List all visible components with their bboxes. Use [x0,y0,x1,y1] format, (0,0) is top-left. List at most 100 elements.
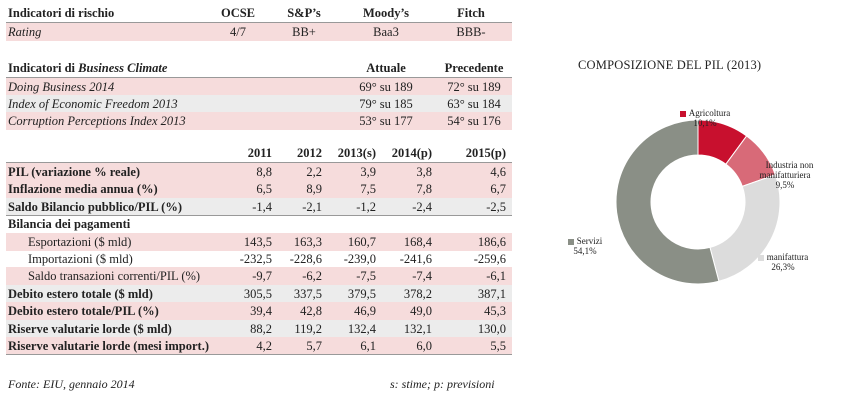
business-header-label: Indicatori di Business Climate [8,59,167,77]
year-header: 2013(s) [337,146,376,160]
business-row-current: 79° su 185 [359,97,413,111]
macro-row: Debito estero totale/PIL (%) 39,4 42,8 46,9… [6,302,512,321]
business-row: Index of Economic Freedom 2013 79° su 18… [6,95,512,113]
chart-label-name: manifattura [738,252,828,262]
source-note: Fonte: EIU, gennaio 2014 [8,377,135,391]
macro-value: 6,7 [490,182,506,197]
macro-row: Saldo transazioni correnti/PIL (%) -9,7 -6… [6,267,512,286]
slice-name: Servizi [576,236,603,246]
macro-value: 6,1 [360,339,376,353]
business-row: Doing Business 2014 69° su 189 72° su 18… [6,78,512,96]
macro-value: 6,0 [416,339,432,353]
business-row-previous: 72° su 189 [447,80,501,94]
macro-row-label: Saldo Bilancio pubblico/PIL (%) [8,199,183,214]
chart-label-name: Agricoltura [660,108,750,118]
business-row-label: Index of Economic Freedom 2013 [8,97,178,111]
macro-value: 163,3 [293,234,322,249]
business-header-italic: Business Climate [78,61,168,75]
macro-value: -1,4 [252,199,272,214]
macro-value: 3,8 [416,165,432,179]
macro-value: -259,6 [473,252,506,266]
chart-label: Industria non manifatturiera 9,5% [740,160,830,190]
risk-header-ocse: OCSE [220,6,256,20]
macro-value: 119,2 [294,321,322,336]
legend-swatch [756,162,763,169]
macro-row: Inflazione media annua (%) 6,5 8,9 7,5 7,8 6,… [6,180,512,199]
macro-value: 337,5 [293,286,322,301]
macro-value: 7,8 [416,182,432,197]
macro-value: 130,0 [477,321,506,336]
divider [6,22,512,23]
macro-row-label: Saldo transazioni correnti/PIL (%) [28,269,201,284]
year-header: 2014(p) [391,146,432,160]
macro-row-label: Debito estero totale ($ mld) [8,286,153,301]
macro-value: -228,6 [289,252,322,266]
macro-row: PIL (variazione % reale) 8,8 2,2 3,9 3,8 4,6 [6,163,512,181]
business-row-previous: 63° su 184 [447,97,501,111]
divider [6,354,512,356]
rating-label: Rating [8,25,42,39]
macro-value: 42,8 [300,304,322,319]
macro-value: 39,4 [250,304,272,319]
macro-value: 3,9 [360,165,376,179]
macro-value [326,215,376,233]
macro-value: 49,0 [410,304,432,319]
macro-value: -232,5 [239,252,272,266]
rating-fitch: BBB- [456,25,486,39]
macro-value [226,215,272,233]
legend-note: s: stime; p: previsioni [390,377,495,391]
chart-label-name: Servizi [540,236,630,246]
macro-value: -2,5 [486,199,506,214]
macro-row-label: Importazioni ($ mld) [28,252,133,266]
business-header-previous: Precedente [444,61,504,75]
macro-value: -7,5 [356,269,376,284]
risk-header-fitch: Fitch [457,6,485,20]
macro-row-label: Esportazioni ($ mld) [28,234,132,249]
business-header-row: Indicatori di Business Climate Attuale P… [6,59,512,77]
macro-value: 387,1 [477,286,506,301]
macro-header-row: 2011 2012 2013(s) 2014(p) 2015(p) [6,144,512,162]
macro-value: 378,2 [403,286,432,301]
rating-row: Rating 4/7 BB+ Baa3 BBB- [6,23,512,41]
macro-value: 8,8 [256,165,272,179]
macro-value: -7,4 [412,269,432,284]
macro-value: 379,5 [347,286,376,301]
macro-value: 186,6 [477,234,506,249]
legend-swatch [679,110,686,117]
chart-label: Agricoltura 10,1% [660,108,750,128]
rating-moodys: Baa3 [373,25,399,39]
business-header-prefix: Indicatori di [8,61,79,75]
slice-value: 26,3% [771,262,795,272]
year-header: 2015(p) [465,146,506,160]
macro-row: Importazioni ($ mld) -232,5 -228,6 -239,0 -2… [6,250,512,268]
legend-swatch [757,254,764,261]
macro-row-label: Inflazione media annua (%) [8,182,158,197]
macro-value: -1,2 [356,199,376,214]
macro-value: 5,5 [490,339,506,353]
slice-value: 9,5% [775,180,795,190]
rating-ocse: 4/7 [230,25,246,39]
macro-row-label: Riserve valutarie lorde ($ mld) [8,321,172,336]
chart-label: manifattura 26,3% [738,252,828,272]
legend-swatch [567,238,574,245]
macro-value: -239,0 [343,252,376,266]
macro-value: 88,2 [250,321,272,336]
macro-value: 46,9 [354,304,376,319]
macro-row-label: Bilancia dei pagamenti [8,217,131,232]
slice-value: 10,1% [693,118,717,128]
macro-value [448,215,506,233]
macro-value: 305,5 [243,286,272,301]
chart-title: COMPOSIZIONE DEL PIL (2013) [578,58,762,72]
macro-row-label: PIL (variazione % reale) [8,165,141,179]
macro-row: Riserve valutarie lorde (mesi import.) 4,… [6,337,512,355]
macro-value: 5,7 [306,339,322,353]
macro-value: -6,2 [302,269,322,284]
macro-value: -2,4 [412,199,432,214]
macro-value [382,215,432,233]
business-row-label: Doing Business 2014 [8,80,115,94]
slice-name: Agricoltura [688,108,731,118]
chart-label-name: Industria non manifatturiera [740,160,830,180]
macro-value: -2,1 [302,199,322,214]
macro-value: -241,6 [399,252,432,266]
macro-value: 168,4 [403,234,432,249]
